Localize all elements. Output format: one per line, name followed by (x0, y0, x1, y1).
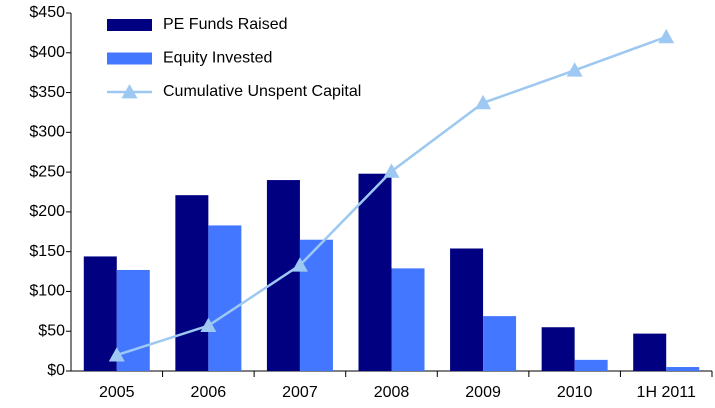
y-tick-label: $350 (29, 84, 65, 101)
y-tick-label: $250 (29, 163, 65, 180)
x-tick-label: 2008 (374, 384, 410, 401)
marker (200, 317, 217, 333)
x-tick-label: 2006 (191, 384, 227, 401)
y-tick-label: $50 (38, 322, 65, 339)
legend-label: Cumulative Unspent Capital (163, 83, 361, 100)
bar (450, 248, 484, 371)
marker (475, 94, 492, 110)
x-tick-label: 2010 (557, 384, 593, 401)
bar (633, 333, 667, 371)
bar (208, 225, 242, 371)
y-tick-label: $400 (29, 44, 65, 61)
legend-swatch (107, 52, 152, 65)
marker (658, 28, 675, 44)
bar (299, 239, 333, 371)
y-tick-label: $300 (29, 124, 65, 141)
bar (483, 316, 517, 371)
bar (175, 195, 209, 371)
y-tick-label: $0 (47, 362, 65, 379)
bar (666, 367, 700, 371)
legend-marker (121, 84, 138, 99)
marker (566, 62, 583, 77)
bar (541, 327, 575, 371)
bar (358, 173, 392, 371)
bar (574, 359, 608, 371)
y-tick-label: $100 (29, 283, 65, 300)
x-tick-label: 2005 (99, 384, 135, 401)
bar (83, 256, 117, 371)
legend-label: PE Funds Raised (163, 16, 288, 33)
marker (383, 163, 400, 178)
marker (291, 257, 308, 272)
x-tick-label: 2007 (282, 384, 318, 401)
x-tick-label: 1H 2011 (637, 384, 696, 401)
marker (108, 347, 125, 362)
legend-swatch (107, 19, 152, 31)
y-tick-label: $200 (29, 203, 65, 220)
legend-label: Equity Invested (163, 50, 272, 67)
bar (116, 269, 150, 371)
y-tick-label: $450 (29, 4, 65, 21)
bar (391, 268, 425, 371)
x-tick-label: 2009 (465, 384, 501, 401)
y-tick-label: $150 (29, 243, 65, 260)
